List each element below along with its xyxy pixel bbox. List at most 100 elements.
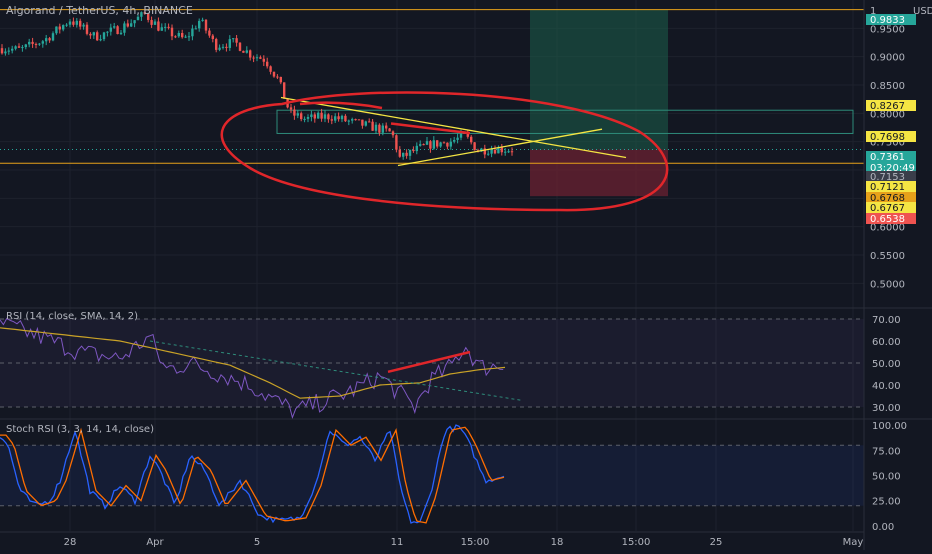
- candle-body: [41, 41, 44, 44]
- candle-body: [442, 142, 446, 144]
- candle-body: [45, 38, 48, 42]
- candle-body: [296, 113, 299, 116]
- rsi-title[interactable]: RSI (14, close, SMA, 14, 2): [6, 311, 138, 322]
- candle-body: [276, 76, 279, 78]
- price-badge: [866, 202, 916, 213]
- candle-body: [368, 121, 371, 123]
- price-badge-text: 0.7153: [870, 172, 905, 183]
- candle-body: [453, 139, 456, 142]
- candle-body: [238, 42, 242, 51]
- candle-body: [402, 152, 405, 157]
- price-tick-label: 0.9000: [870, 53, 905, 64]
- ascending-trendline[interactable]: [397, 128, 603, 167]
- range-box[interactable]: [276, 109, 854, 134]
- candle-body: [357, 119, 361, 121]
- candle-body: [419, 144, 422, 146]
- candle-body: [473, 142, 476, 151]
- price-badge: [866, 192, 916, 203]
- candle-body: [303, 118, 306, 120]
- trade-zones[interactable]: [276, 9, 854, 197]
- loss-zone[interactable]: [530, 149, 668, 197]
- stoch-tick-label: 50.00: [872, 472, 901, 483]
- candle-body: [470, 136, 473, 143]
- price-tick-label: 0.5500: [870, 251, 905, 262]
- price-badge-text: 03:20:49: [870, 163, 915, 174]
- price-badge: [866, 171, 916, 182]
- candle-body: [0, 48, 4, 54]
- candle-body: [58, 26, 61, 30]
- candle-body: [398, 149, 401, 157]
- candle-body: [252, 57, 255, 59]
- time-tick-label: 18: [551, 537, 564, 548]
- candle-body: [38, 43, 41, 45]
- candle-body: [374, 124, 378, 131]
- candle-body: [446, 142, 449, 147]
- candle-body: [75, 20, 78, 25]
- candle-body: [119, 32, 123, 35]
- candle-body: [92, 32, 95, 36]
- stoch-tick-label: 75.00: [872, 446, 901, 457]
- red-ellipse-annotation[interactable]: [220, 91, 669, 212]
- candle-body: [245, 50, 248, 53]
- candle-body: [306, 117, 310, 119]
- candle-body: [449, 141, 452, 147]
- candle-body: [133, 20, 136, 24]
- price-badge-text: 0.8267: [870, 101, 905, 112]
- candle-body: [497, 147, 500, 154]
- price-badge-text: 0.6538: [870, 214, 905, 225]
- rsi-pane: [0, 317, 864, 420]
- candle-body: [327, 114, 330, 120]
- candle-body: [211, 35, 214, 40]
- candle-body: [456, 137, 459, 140]
- rsi-tick-label: 60.00: [872, 337, 901, 348]
- candle-body: [123, 23, 126, 33]
- rsi-trendline[interactable]: [149, 340, 523, 401]
- candle-body: [113, 26, 116, 28]
- stoch-title[interactable]: Stoch RSI (3, 3, 14, 14, close): [6, 424, 154, 435]
- candle-body: [408, 149, 412, 156]
- candle-body: [388, 128, 391, 132]
- price-badge: [866, 14, 916, 25]
- candle-body: [106, 31, 109, 33]
- candle-body: [89, 33, 92, 36]
- candle-body: [62, 25, 65, 30]
- time-tick-label: May: [843, 537, 864, 548]
- price-tick-label: 0.5000: [870, 279, 905, 290]
- candle-body: [323, 114, 327, 119]
- candle-body: [405, 152, 408, 156]
- candle-body: [381, 125, 384, 133]
- price-badge-text: 0.7698: [870, 132, 905, 143]
- candle-body: [187, 36, 191, 38]
- candle-body: [140, 12, 143, 17]
- candle-body: [31, 41, 34, 44]
- candle-body: [334, 116, 337, 121]
- time-tick-label: 15:00: [622, 537, 651, 548]
- rsi-divergence-line[interactable]: [387, 350, 471, 374]
- candle-body: [143, 12, 146, 14]
- candle-body: [153, 21, 157, 25]
- candle-body: [235, 38, 238, 43]
- candle-body: [170, 27, 174, 37]
- rsi-tick-label: 50.00: [872, 359, 901, 370]
- candle-body: [439, 142, 442, 147]
- candle-body: [395, 135, 398, 150]
- candle-body: [157, 21, 160, 31]
- candle-body: [82, 24, 85, 27]
- symbol-title[interactable]: Algorand / TetherUS, 4h, BINANCE: [6, 4, 193, 17]
- candle-body: [136, 16, 140, 21]
- candle-body: [228, 39, 231, 48]
- candle-body: [34, 43, 38, 45]
- candle-body: [385, 125, 388, 129]
- descending-trendline[interactable]: [280, 96, 627, 159]
- profit-zone[interactable]: [530, 9, 668, 150]
- candle-body: [255, 57, 259, 59]
- price-levels[interactable]: [0, 9, 864, 164]
- drawings[interactable]: [220, 91, 669, 212]
- candle-body: [232, 38, 235, 40]
- candle-body: [174, 36, 177, 38]
- candle-body: [72, 21, 75, 25]
- red-hand-stroke[interactable]: [299, 101, 383, 110]
- candle-body: [55, 26, 58, 34]
- red-marker-line[interactable]: [390, 122, 471, 135]
